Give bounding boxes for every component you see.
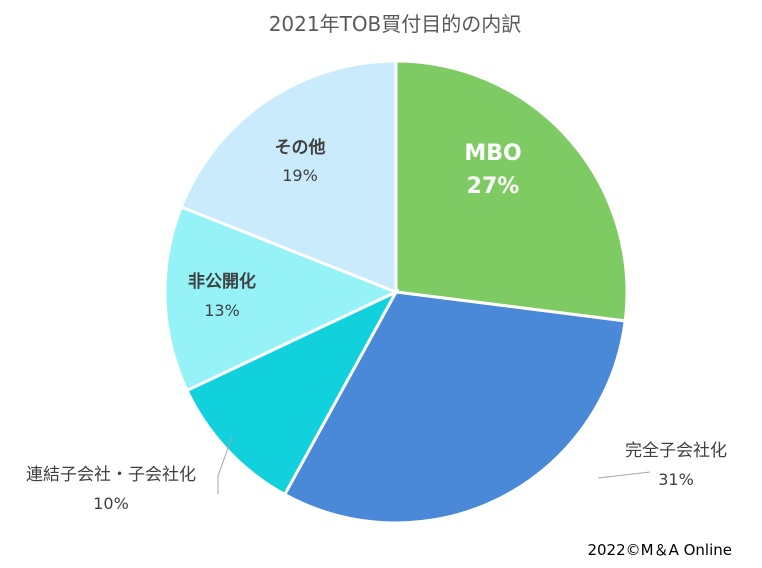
slice-value-kanzen: 31%: [658, 470, 694, 489]
slice-label-mbo: MBO: [464, 141, 521, 166]
slice-label-sonota: その他: [275, 137, 326, 158]
slice-value-renketsu: 10%: [93, 494, 129, 513]
chart-title: 2021年TOB買付目的の内訳: [269, 12, 522, 36]
leader-line-kanzen: [597, 471, 651, 479]
slice-kanzen: [282, 290, 627, 525]
slice-value-hikokai: 13%: [204, 301, 240, 320]
slice-value-sonota: 19%: [282, 166, 318, 185]
slice-label-kanzen: 完全子会社化: [625, 441, 727, 461]
slice-mbo: [394, 59, 629, 323]
slice-label-renketsu: 連結子会社・子会社化: [26, 465, 196, 485]
slice-sonota: [179, 59, 398, 295]
copyright-text: 2022©M＆A Online: [587, 541, 732, 559]
slice-label-hikokai: 非公開化: [188, 271, 256, 292]
pie-slices: [163, 59, 629, 525]
leader-line-renketsu: [217, 436, 233, 494]
slice-hikokai: [163, 205, 400, 393]
slice-value-mbo: 27%: [467, 174, 520, 199]
